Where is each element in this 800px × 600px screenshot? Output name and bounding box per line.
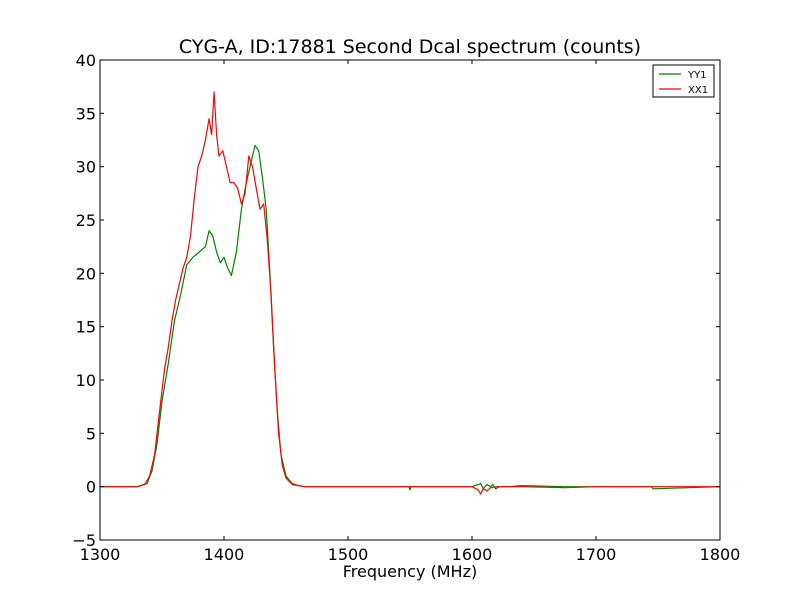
x-tick-label: 1700 <box>576 545 617 564</box>
x-tick-label: 1500 <box>328 545 369 564</box>
y-tick-label: 25 <box>76 211 96 230</box>
y-tick-label: 5 <box>86 424 96 443</box>
x-tick-label: 1600 <box>452 545 493 564</box>
plot-frame <box>99 59 721 541</box>
x-tick-label: 1400 <box>204 545 245 564</box>
y-tick-label: 10 <box>76 371 96 390</box>
series-line-xx1 <box>100 91 720 495</box>
y-tick-label: 40 <box>76 51 96 70</box>
ticks-layer: 1300 1400 1500 1600 1700 1800 −5 0 5 10 15 20 25 30 35… <box>72 51 740 564</box>
chart-title: CYG-A, ID:17881 Second Dcal spectrum (co… <box>179 36 641 58</box>
y-tick-label: 35 <box>76 104 96 123</box>
legend-box <box>652 64 715 98</box>
x-tick-label: 1800 <box>700 545 741 564</box>
legend-label-yy1: YY1 <box>687 70 707 81</box>
x-tick-label: 1300 <box>80 545 121 564</box>
series-layer <box>100 91 721 495</box>
plot-area <box>100 60 720 540</box>
x-axis-label: Frequency (MHz) <box>343 562 477 581</box>
y-tick-label: −5 <box>72 531 96 550</box>
legend-label-xx1: XX1 <box>688 85 708 96</box>
y-tick-label: 20 <box>76 264 96 283</box>
y-tick-label: 30 <box>76 158 96 177</box>
y-tick-label: 0 <box>86 478 96 497</box>
y-tick-label: 15 <box>76 318 96 337</box>
legend: YY1 XX1 <box>652 64 715 98</box>
